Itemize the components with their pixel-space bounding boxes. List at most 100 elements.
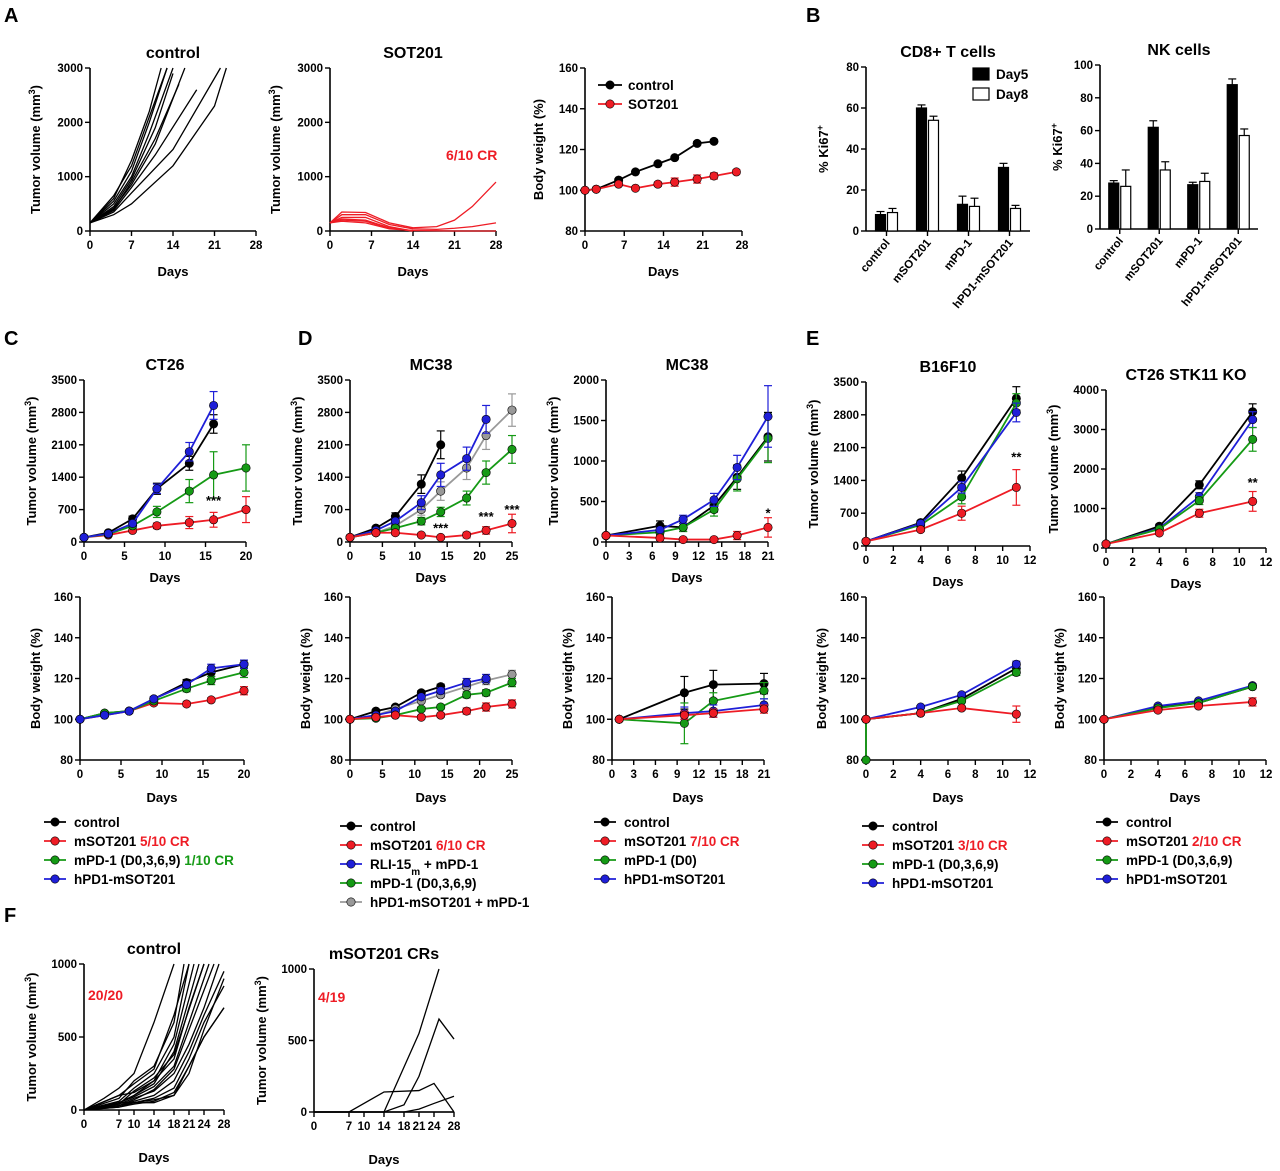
- series-line-series-0: [83, 963, 185, 1111]
- y-axis-label: Body weight (%): [28, 628, 43, 729]
- y-tick-label: 80: [565, 226, 578, 238]
- legend-swatch: [972, 67, 990, 81]
- chart-d3: 80 100 120 140 160 0 5 10 15 20 25 Days Body weight …: [298, 592, 519, 805]
- data-point-msot201: [916, 525, 926, 535]
- x-tick-label: 0: [347, 551, 353, 563]
- y-tick-label: 80: [846, 62, 859, 74]
- y-tick-label: 1400: [317, 472, 343, 484]
- data-point-msot201: [759, 704, 769, 714]
- y-tick-label: 0: [317, 226, 323, 238]
- legend-label: mSOT201 3/10 CR: [892, 838, 1008, 853]
- data-point-sot201: [709, 171, 719, 181]
- x-tick-label: 5: [118, 769, 125, 781]
- bar-day8-hpd1-msot201: [1009, 207, 1022, 232]
- category-label: mPD-1: [1172, 235, 1205, 271]
- legend-label: control: [1126, 815, 1172, 830]
- series-line-series-2: [314, 1082, 455, 1113]
- series-line-mpd-1-d0-3-6-9-: [1105, 438, 1254, 545]
- legend-label: RLI-15m + mPD-1: [370, 857, 479, 878]
- legend-marker: [50, 836, 60, 846]
- y-tick-label: 1000: [1073, 504, 1099, 516]
- x-tick-label: 21: [183, 1119, 196, 1131]
- legend-marker: [605, 99, 615, 109]
- chart-title: NK cells: [1147, 42, 1210, 59]
- chart-f1: 0 500 1000 0 7 10 14 18 21 24 28 control Days Tumor v…: [23, 941, 231, 1165]
- y-tick-label: 100: [1078, 714, 1097, 726]
- data-point-hpd1-msot201: [184, 447, 194, 457]
- series-line-series-14: [83, 963, 190, 1111]
- legend-marker: [605, 80, 615, 90]
- panel-letter-a: A: [4, 5, 18, 27]
- data-point-msot201: [462, 530, 472, 540]
- data-point-rli-15m-mpd-1: [481, 414, 491, 424]
- data-point-msot201: [390, 710, 400, 720]
- chart-title: control: [127, 941, 181, 958]
- chart-title: SOT201: [383, 45, 443, 62]
- x-tick-label: 5: [379, 769, 386, 781]
- chart-c1: 0 700 1400 2100 2800 3500 0 5 10 15 20 CT26 Days Tumo…: [23, 357, 252, 585]
- legend-marker: [868, 821, 878, 831]
- x-tick-label: 21: [448, 240, 461, 252]
- data-point-msot201: [152, 521, 162, 531]
- x-tick-label: 15: [441, 551, 454, 563]
- series-line-hpd1-msot201: [865, 411, 1018, 543]
- y-tick-label: 3500: [317, 375, 343, 387]
- y-axis-label: Body weight (%): [814, 628, 829, 729]
- data-point-hpd1-msot201: [128, 518, 138, 528]
- data-point-control: [708, 680, 718, 690]
- x-tick-label: 14: [378, 1121, 391, 1133]
- legend-marker: [1102, 836, 1112, 846]
- data-point-control: [209, 419, 219, 429]
- y-axis-label: Tumor volume (mm3): [267, 85, 283, 214]
- x-tick-label: 15: [441, 769, 454, 781]
- x-tick-label: 15: [199, 551, 212, 563]
- x-tick-label: 3: [631, 769, 637, 781]
- data-point-mpd-1-d0-3-6-9-: [481, 468, 491, 478]
- data-point-rli-15m-mpd-1: [462, 454, 472, 464]
- x-tick-label: 0: [347, 769, 353, 781]
- data-point-msot201: [209, 515, 219, 525]
- x-tick-label: 8: [972, 769, 979, 781]
- bar-day5-hpd1-msot201: [997, 166, 1010, 232]
- x-tick-label: 15: [714, 769, 727, 781]
- data-point-msot201: [371, 528, 381, 538]
- x-tick-label: 10: [996, 769, 1009, 781]
- y-tick-label: 2800: [833, 410, 859, 422]
- data-point-msot201: [416, 530, 426, 540]
- significance-stars: ***: [504, 502, 520, 517]
- x-tick-label: 15: [715, 551, 728, 563]
- data-point-mpd-1-d0-: [679, 718, 689, 728]
- y-tick-label: 160: [324, 592, 343, 604]
- x-tick-label: 0: [81, 551, 87, 563]
- series-line-series-1: [329, 214, 497, 231]
- y-tick-label: 700: [58, 505, 77, 517]
- legend-label: mSOT201 7/10 CR: [624, 834, 740, 849]
- x-tick-label: 20: [473, 551, 486, 563]
- legend-label: SOT201: [628, 97, 679, 112]
- legend-label: hPD1-mSOT201: [892, 876, 994, 891]
- chart-c2: 80 100 120 140 160 0 5 10 15 20 Days Body weight (%…: [28, 592, 250, 805]
- x-tick-label: 10: [128, 1119, 141, 1131]
- y-axis-label: Body weight (%): [560, 628, 575, 729]
- y-axis-label: Body weight (%): [298, 628, 313, 729]
- y-axis-label: Body weight (%): [1052, 628, 1067, 729]
- x-tick-label: 4: [917, 769, 924, 781]
- legend-marker: [50, 855, 60, 865]
- legend-label: hPD1-mSOT201: [624, 872, 726, 887]
- y-tick-label: 60: [1080, 126, 1093, 138]
- legend-marker: [50, 874, 60, 884]
- chart-d4: 80 100 120 140 160 0 3 6 9 12 15 18 21 Days Body weigh…: [560, 592, 771, 805]
- data-point-hpd1-msot201: [678, 514, 688, 524]
- y-tick-label: 3000: [57, 63, 83, 75]
- y-tick-label: 3500: [51, 375, 77, 387]
- bar-day8-msot201: [927, 119, 940, 232]
- x-tick-label: 9: [674, 769, 680, 781]
- x-tick-label: 21: [758, 769, 771, 781]
- x-axis-label: Days: [672, 790, 703, 805]
- chart-title: MC38: [666, 357, 709, 374]
- series-line-hpd1-msot201: [619, 704, 765, 721]
- x-tick-label: 5: [121, 551, 128, 563]
- x-tick-label: 0: [1103, 557, 1109, 569]
- cr-annotation: 20/20: [88, 987, 123, 1003]
- data-point-msot201: [1099, 714, 1109, 724]
